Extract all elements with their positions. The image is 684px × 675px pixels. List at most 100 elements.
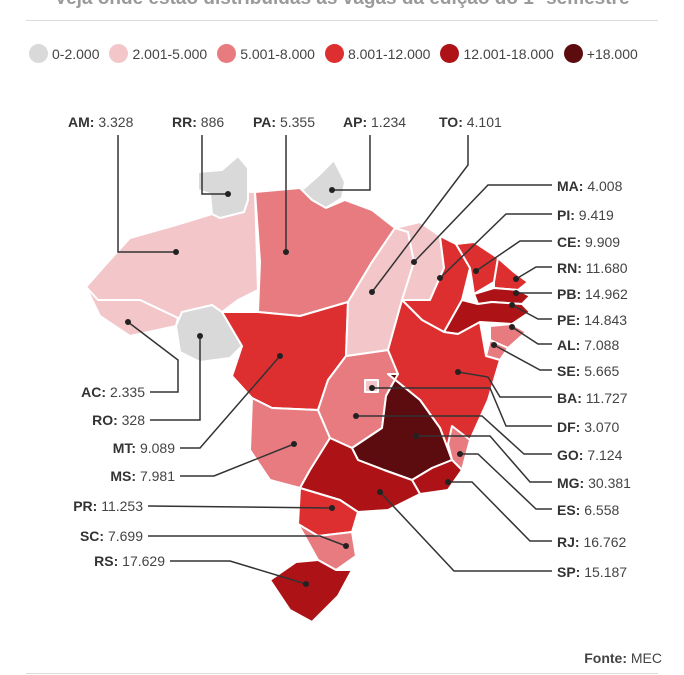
state-label-rr: RR: 886 [172, 114, 224, 130]
leader-line-pe [511, 304, 552, 320]
state-label-sc: SC: 7.699 [80, 528, 143, 544]
leader-dot-se [491, 342, 497, 348]
header-divider [26, 20, 658, 21]
state-label-ro: RO: 328 [92, 412, 145, 428]
leader-line-rs [170, 560, 307, 585]
leader-dot-go [353, 413, 359, 419]
state-label-ac: AC: 2.335 [81, 384, 145, 400]
state-label-to: TO: 4.101 [439, 114, 502, 130]
state-rs [269, 559, 353, 623]
state-label-pa: PA: 5.355 [253, 114, 315, 130]
state-label-rj: RJ: 16.762 [557, 534, 626, 550]
leader-dot-am [173, 249, 179, 255]
legend-item: 2.001-5.000 [109, 44, 207, 63]
leader-dot-ac [125, 319, 131, 325]
leader-dot-es [457, 451, 463, 457]
state-label-am: AM: 3.328 [68, 114, 134, 130]
state-label-mt: MT: 9.089 [113, 440, 175, 456]
leader-line-pi [439, 213, 552, 279]
leader-dot-ce [473, 268, 479, 274]
leader-line-ac [127, 321, 179, 393]
leader-line-al [511, 326, 552, 345]
legend-item: 5.001-8.000 [217, 44, 315, 63]
leader-line-se [493, 344, 552, 371]
state-label-pb: PB: 14.962 [557, 286, 628, 302]
leader-dot-pr [329, 505, 335, 511]
leader-line-ce [475, 240, 552, 272]
leader-dot-ap [329, 187, 335, 193]
state-label-ce: CE: 9.909 [557, 234, 620, 250]
leader-dot-rr [225, 191, 231, 197]
leader-dot-to [369, 289, 375, 295]
state-label-df: DF: 3.070 [557, 419, 619, 435]
footer-divider [26, 673, 658, 674]
state-label-rs: RS: 17.629 [94, 553, 165, 569]
leader-line-rr [201, 135, 228, 195]
legend-label: 12.001-18.000 [463, 45, 554, 62]
leader-line-am [117, 135, 176, 253]
leader-dot-sp [377, 489, 383, 495]
leader-dot-rs [303, 581, 309, 587]
leader-dot-mt [277, 353, 283, 359]
legend-label: 5.001-8.000 [240, 45, 315, 62]
leader-line-rj [448, 481, 552, 542]
leader-dot-pb [513, 290, 519, 296]
legend-item: 8.001-12.000 [324, 44, 431, 63]
legend-swatch [29, 44, 48, 63]
leader-dot-df [369, 385, 375, 391]
state-label-mg: MG: 30.381 [557, 475, 631, 491]
leader-dot-rn [513, 276, 519, 282]
leader-line-rn [515, 266, 552, 280]
state-label-es: ES: 6.558 [557, 502, 619, 518]
leader-dot-ba [455, 369, 461, 375]
legend-item: 12.001-18.000 [440, 44, 554, 63]
leader-line-ma [413, 184, 552, 263]
leader-line-sp [379, 491, 552, 572]
leader-line-ap [332, 135, 371, 191]
state-label-sp: SP: 15.187 [557, 564, 627, 580]
leader-line-go [356, 415, 552, 455]
leader-line-ro [150, 336, 201, 421]
state-label-pr: PR: 11.253 [73, 498, 143, 514]
leader-dot-rj [445, 479, 451, 485]
source-label: Fonte: [584, 650, 627, 666]
legend-swatch [324, 44, 344, 63]
state-sp [299, 437, 421, 513]
leader-dot-pi [437, 275, 443, 281]
leader-line-sc [148, 535, 347, 547]
leader-line-pr [147, 505, 333, 509]
legend-swatch [217, 44, 237, 63]
state-pb [473, 287, 531, 305]
state-label-rn: RN: 11.680 [557, 260, 628, 276]
leader-dot-ro [197, 333, 203, 339]
leader-line-ba [457, 371, 552, 398]
legend-swatch [440, 44, 460, 63]
legend-item: 0-2.000 [29, 44, 99, 63]
leader-line-ms [180, 443, 295, 477]
legend-label: 0-2.000 [52, 45, 100, 62]
legend-swatch [563, 44, 583, 63]
legend-label: +18.000 [586, 45, 638, 62]
state-label-pi: PI: 9.419 [557, 207, 614, 223]
leader-dot-sc [343, 543, 349, 549]
legend-label: 2.001-5.000 [132, 45, 208, 62]
state-label-ms: MS: 7.981 [110, 468, 175, 484]
leader-line-mt [180, 355, 281, 449]
legend-item: +18.000 [563, 44, 638, 63]
leader-dot-pa [283, 249, 289, 255]
leader-dot-pe [509, 302, 515, 308]
source-credit: Fonte: MEC [584, 650, 662, 666]
legend-swatch [109, 44, 129, 63]
map-legend: 0-2.000 2.001-5.000 5.001-8.000 8.001-12.00… [29, 44, 648, 63]
state-label-ma: MA: 4.008 [557, 178, 623, 194]
leader-dot-al [509, 324, 515, 330]
leader-dot-ma [411, 259, 417, 265]
state-label-pe: PE: 14.843 [557, 312, 627, 328]
state-rr [197, 155, 249, 219]
leader-dot-ms [291, 441, 297, 447]
legend-label: 8.001-12.000 [347, 45, 431, 62]
leader-line-mg [416, 435, 552, 483]
state-label-ba: BA: 11.727 [557, 390, 628, 406]
state-label-al: AL: 7.088 [557, 337, 619, 353]
